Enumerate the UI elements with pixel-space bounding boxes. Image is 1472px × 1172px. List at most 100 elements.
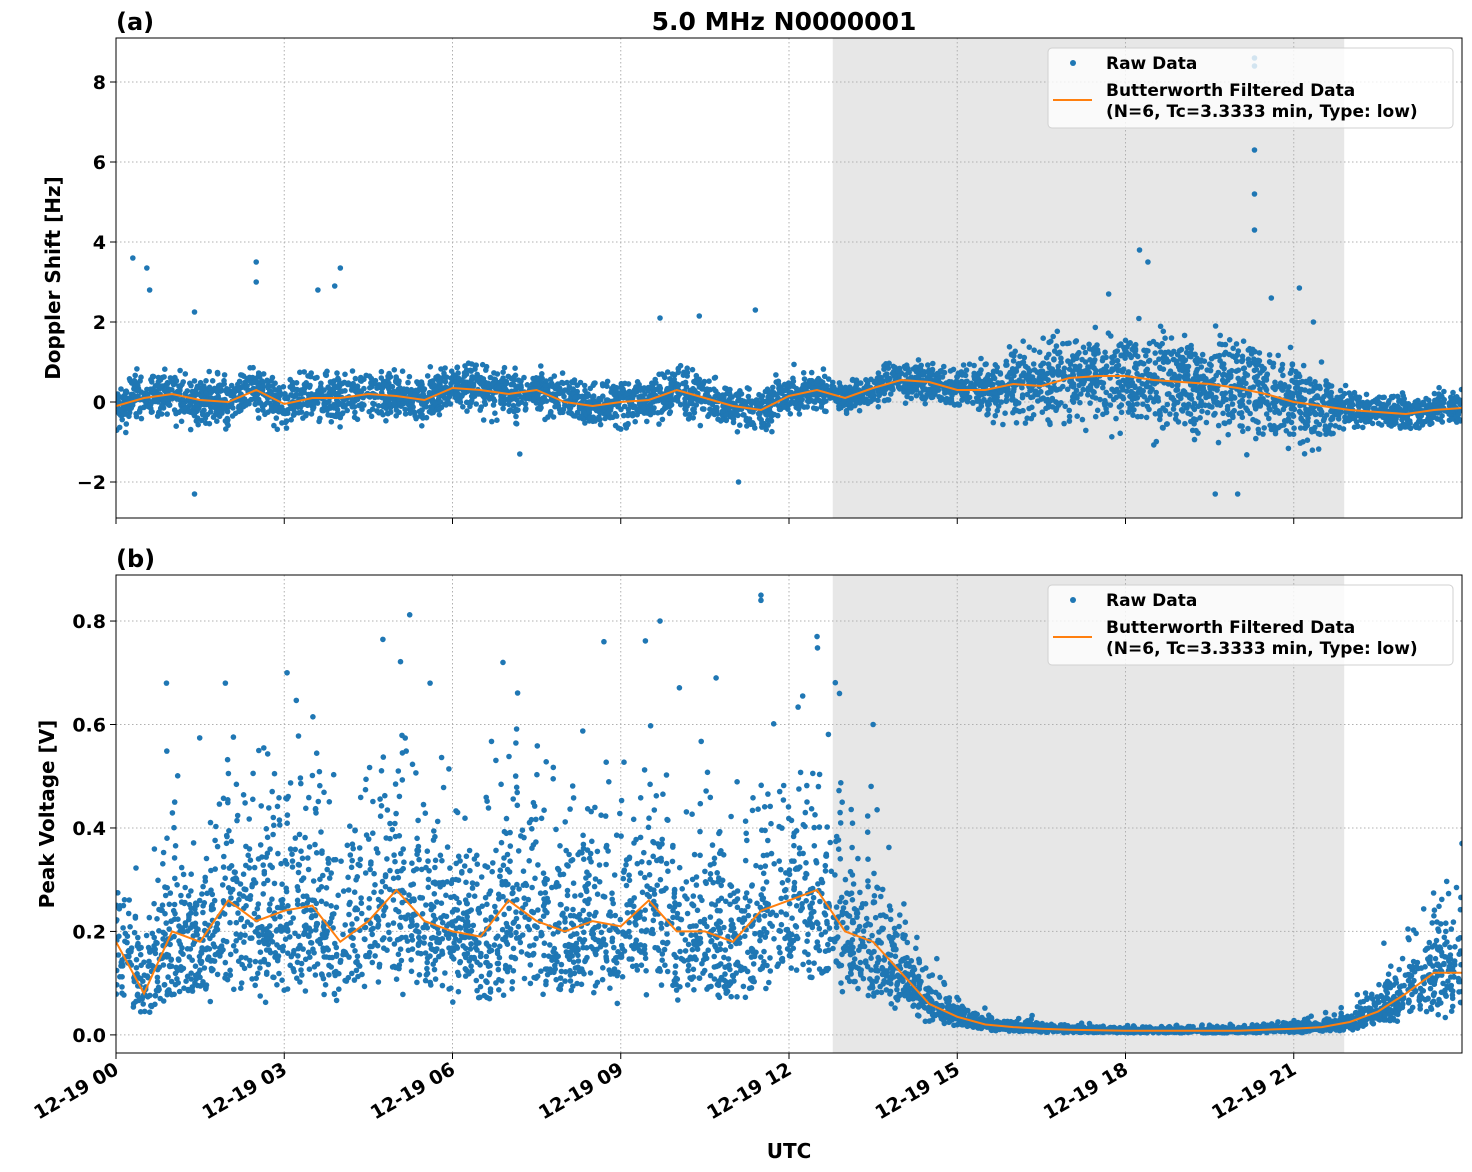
raw-point <box>1127 340 1133 346</box>
raw-point <box>856 407 863 414</box>
raw-point <box>922 396 928 402</box>
raw-point <box>863 377 869 383</box>
legend-filtered-label: Butterworth Filtered Data <box>1106 81 1355 101</box>
raw-point <box>971 373 977 380</box>
raw-point <box>1188 396 1195 402</box>
raw-point <box>1420 906 1427 912</box>
raw-point <box>1229 353 1236 360</box>
raw-point <box>1128 388 1134 395</box>
raw-point <box>756 400 762 407</box>
raw-point <box>1134 401 1140 407</box>
raw-point <box>644 418 650 425</box>
raw-point <box>520 394 526 401</box>
raw-point <box>1083 427 1089 434</box>
raw-point <box>225 797 231 803</box>
raw-point <box>882 372 889 378</box>
raw-point <box>187 380 193 387</box>
raw-point <box>913 368 920 375</box>
raw-point <box>1008 390 1015 397</box>
raw-point <box>763 985 769 992</box>
raw-point <box>1060 340 1066 347</box>
raw-point <box>301 369 308 375</box>
raw-point <box>283 425 290 431</box>
raw-point <box>225 422 231 429</box>
raw-point <box>1019 392 1026 398</box>
raw-point <box>930 360 936 367</box>
raw-point <box>420 386 426 393</box>
raw-point <box>689 366 696 373</box>
raw-point <box>888 391 894 397</box>
raw-point <box>983 381 990 387</box>
raw-point <box>1245 425 1251 432</box>
raw-point <box>1336 424 1343 431</box>
raw-point <box>997 380 1004 387</box>
raw-point <box>1160 359 1167 366</box>
raw-point <box>1229 401 1236 407</box>
raw-point <box>1233 358 1240 365</box>
raw-point <box>206 420 213 427</box>
raw-point <box>1226 418 1233 425</box>
raw-point <box>1355 423 1361 430</box>
raw-point <box>230 405 236 411</box>
raw-point <box>225 386 232 393</box>
raw-point <box>1304 418 1311 425</box>
raw-point <box>1184 392 1190 398</box>
raw-point <box>1010 358 1017 364</box>
raw-point <box>1118 409 1125 416</box>
raw-point <box>785 401 791 408</box>
raw-point <box>572 893 578 899</box>
raw-point <box>615 403 621 410</box>
raw-point <box>1025 365 1031 372</box>
raw-point <box>1162 335 1168 342</box>
raw-point <box>208 390 214 396</box>
raw-point <box>1239 353 1246 360</box>
raw-point <box>1300 362 1307 369</box>
raw-point <box>384 856 390 862</box>
raw-point <box>946 378 952 385</box>
raw-point <box>813 406 820 412</box>
raw-point <box>1133 360 1139 367</box>
raw-point <box>1178 356 1185 362</box>
raw-point <box>236 408 242 415</box>
raw-point <box>720 403 726 410</box>
raw-point <box>253 394 260 400</box>
raw-point <box>997 389 1003 395</box>
raw-point <box>204 411 211 418</box>
raw-point <box>1021 354 1028 361</box>
raw-point <box>1285 445 1292 452</box>
raw-point <box>173 378 180 384</box>
raw-point <box>427 364 434 370</box>
raw-point <box>1166 370 1173 377</box>
raw-point <box>691 406 697 412</box>
raw-point <box>417 413 424 419</box>
raw-point <box>1018 373 1025 379</box>
raw-point <box>758 417 764 423</box>
raw-point <box>436 406 442 413</box>
raw-point <box>1199 408 1205 415</box>
raw-point <box>236 403 242 410</box>
raw-point <box>1311 384 1317 391</box>
raw-point <box>218 382 225 389</box>
raw-point <box>1415 413 1422 419</box>
raw-point <box>266 805 272 811</box>
raw-point <box>699 406 706 412</box>
raw-point <box>777 386 783 393</box>
raw-point <box>297 369 303 376</box>
raw-point <box>1229 409 1236 416</box>
raw-point <box>214 418 220 425</box>
raw-point <box>1188 342 1194 349</box>
raw-point <box>729 410 735 416</box>
raw-point <box>1436 384 1442 391</box>
raw-point <box>979 383 986 390</box>
raw-point <box>1394 1018 1401 1024</box>
raw-point <box>1031 347 1037 354</box>
raw-point <box>118 386 124 392</box>
raw-point <box>149 387 156 394</box>
raw-point <box>1248 351 1255 357</box>
raw-point <box>1038 368 1044 375</box>
raw-point <box>674 398 681 404</box>
raw-point <box>1184 375 1190 382</box>
raw-point <box>257 965 263 971</box>
raw-point <box>1420 402 1426 408</box>
raw-point <box>767 389 773 396</box>
